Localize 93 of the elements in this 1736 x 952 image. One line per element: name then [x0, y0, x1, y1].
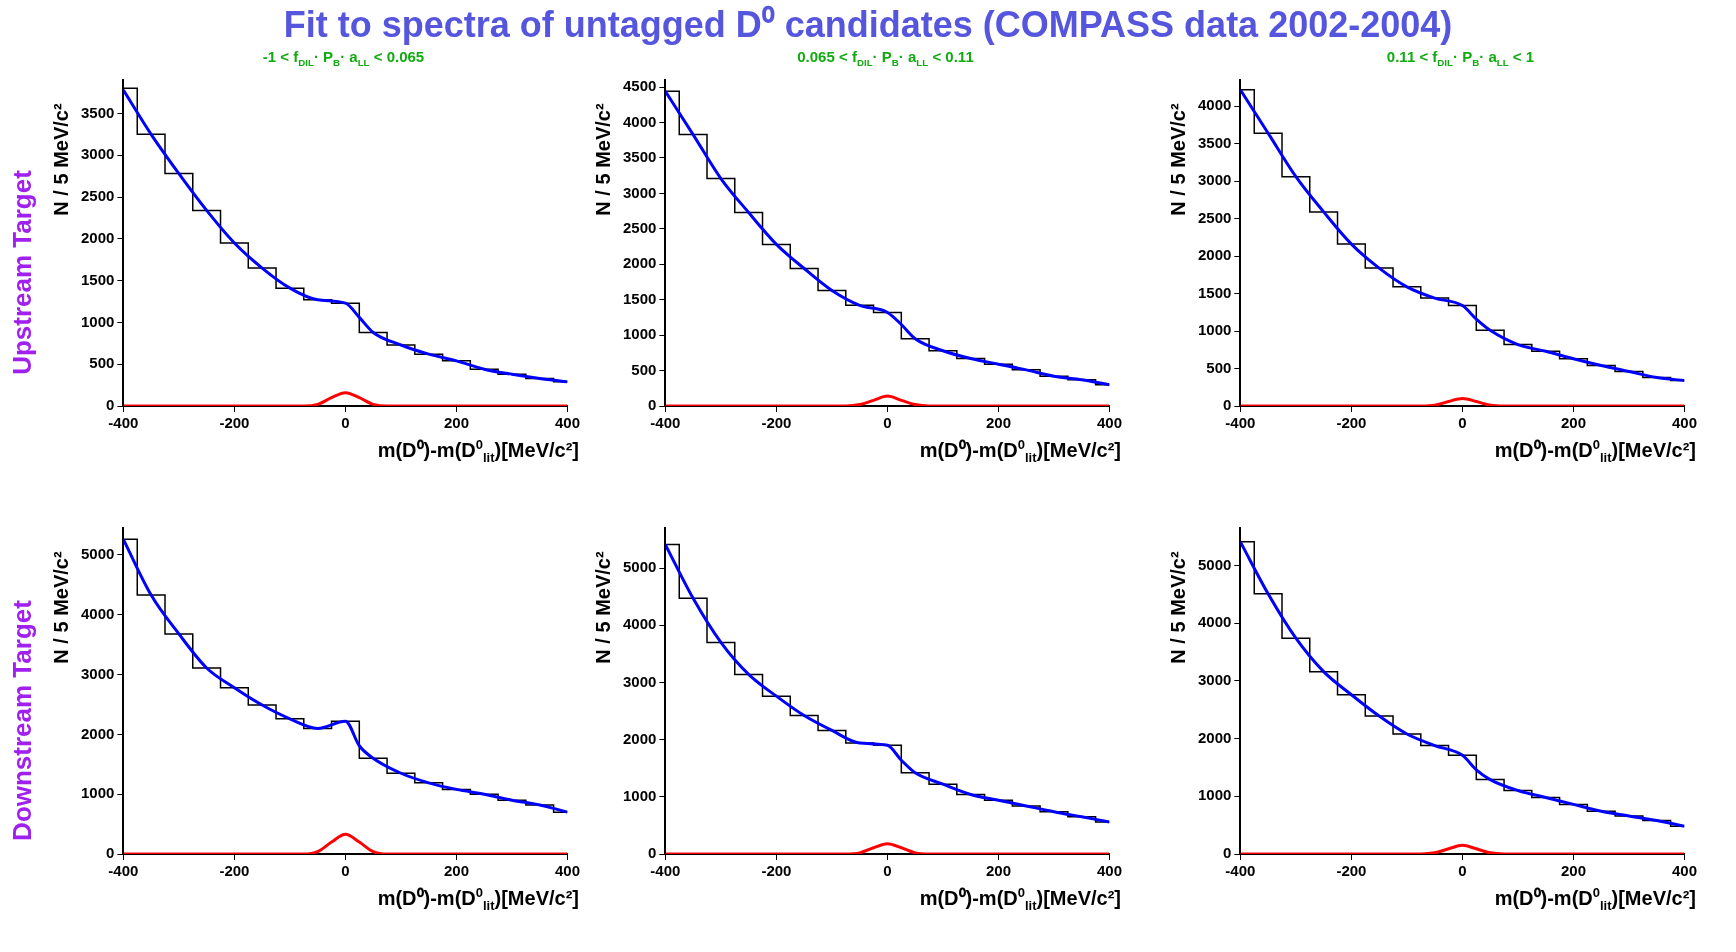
- x-axis-title: m(D⁰)-m(D$^{0}$$_{lit}$)[MeV/c²]: [918, 884, 1122, 914]
- y-tick-label: 3000: [80, 664, 115, 682]
- y-tick-label: 3000: [80, 145, 115, 163]
- chart-subtitle: 0.065 < f$_{DIL}$· P$_{B}$· a$_{LL}$ < 0.11: [796, 48, 975, 68]
- y-tick-label: 3500: [80, 103, 115, 121]
- y-tick-label: 500: [631, 360, 657, 378]
- x-tick-label: 0: [883, 414, 892, 432]
- y-tick-label: 1000: [622, 786, 657, 804]
- y-axis-title: N / 5 MeV/c²: [49, 103, 73, 216]
- y-tick-label: 2000: [80, 228, 115, 246]
- x-tick-label: 0: [341, 414, 350, 432]
- x-tick-label: 200: [443, 414, 469, 432]
- x-tick-label: 200: [985, 414, 1011, 432]
- chart-subtitle: 0.11 < f$_{DIL}$· P$_{B}$· a$_{LL}$ < 1: [1385, 48, 1536, 68]
- y-tick-label: 2500: [622, 218, 657, 236]
- y-tick-label: 4000: [1197, 613, 1232, 631]
- y-tick-label: 2500: [1197, 208, 1232, 226]
- y-tick-label: 1500: [622, 289, 657, 307]
- x-tick-label: 0: [341, 862, 350, 880]
- y-tick-label: 4000: [622, 615, 657, 633]
- x-tick-label: 200: [1560, 862, 1586, 880]
- x-tick-label: -400: [1225, 862, 1256, 880]
- y-tick-label: 5000: [1197, 555, 1232, 573]
- y-axis-title: N / 5 MeV/c²: [591, 103, 615, 216]
- x-tick-label: -200: [1336, 414, 1367, 432]
- y-tick-label: 4000: [1197, 96, 1232, 114]
- y-tick-label: 1000: [80, 784, 115, 802]
- text: Downstream Target: [6, 599, 38, 841]
- x-tick-label: -200: [219, 414, 250, 432]
- y-tick-label: 3000: [1197, 171, 1232, 189]
- y-tick-label: 2500: [80, 187, 115, 205]
- chart-subtitle: -1 < f$_{DIL}$· P$_{B}$· a$_{LL}$ < 0.065: [261, 48, 426, 68]
- x-tick-label: 400: [554, 414, 580, 432]
- y-tick-label: 3500: [1197, 133, 1232, 151]
- y-tick-label: 0: [1223, 844, 1232, 862]
- y-tick-label: 0: [106, 396, 115, 414]
- x-tick-label: -400: [108, 414, 139, 432]
- x-tick-label: 400: [554, 862, 580, 880]
- y-tick-label: 3000: [622, 672, 657, 690]
- y-axis-title: N / 5 MeV/c²: [591, 551, 615, 664]
- y-tick-label: 0: [1223, 396, 1232, 414]
- x-axis-title: m(D⁰)-m(D$^{0}$$_{lit}$)[MeV/c²]: [918, 436, 1122, 466]
- x-tick-label: 200: [985, 862, 1011, 880]
- y-tick-label: 5000: [622, 558, 657, 576]
- x-tick-label: -400: [650, 862, 681, 880]
- x-tick-label: 200: [1560, 414, 1586, 432]
- y-tick-label: 4000: [622, 112, 657, 130]
- y-tick-label: 1500: [1197, 283, 1232, 301]
- y-tick-label: 0: [648, 844, 657, 862]
- x-tick-label: -400: [108, 862, 139, 880]
- y-tick-label: 3500: [622, 148, 657, 166]
- text: Fit to spectra of untagged D⁰ candidates (COMPASS data 2002-2004): [282, 3, 1454, 47]
- x-tick-label: 400: [1671, 414, 1697, 432]
- y-tick-label: 1000: [1197, 321, 1232, 339]
- y-tick-label: 0: [106, 844, 115, 862]
- y-tick-label: 1000: [80, 312, 115, 330]
- x-tick-label: -400: [1225, 414, 1256, 432]
- x-tick-label: 0: [1458, 414, 1467, 432]
- y-tick-label: 1000: [622, 325, 657, 343]
- y-axis-title: N / 5 MeV/c²: [1166, 551, 1190, 664]
- y-axis-title: N / 5 MeV/c²: [1166, 103, 1190, 216]
- x-axis-title: m(D⁰)-m(D$^{0}$$_{lit}$)[MeV/c²]: [376, 436, 580, 466]
- y-tick-label: 1000: [1197, 786, 1232, 804]
- x-axis-title: m(D⁰)-m(D$^{0}$$_{lit}$)[MeV/c²]: [1493, 436, 1697, 466]
- y-tick-label: 2000: [80, 724, 115, 742]
- y-tick-label: 4500: [622, 77, 657, 95]
- x-tick-label: 0: [1458, 862, 1467, 880]
- x-tick-label: -200: [761, 862, 792, 880]
- y-tick-label: 2000: [1197, 728, 1232, 746]
- y-tick-label: 2000: [622, 729, 657, 747]
- x-tick-label: 200: [443, 862, 469, 880]
- x-tick-label: 400: [1096, 414, 1122, 432]
- y-tick-label: 3000: [622, 183, 657, 201]
- y-tick-label: 2000: [1197, 246, 1232, 264]
- x-axis-title: m(D⁰)-m(D$^{0}$$_{lit}$)[MeV/c²]: [376, 884, 580, 914]
- y-tick-label: 5000: [80, 545, 115, 563]
- y-tick-label: 500: [1206, 358, 1232, 376]
- y-tick-label: 1500: [80, 270, 115, 288]
- x-tick-label: 400: [1096, 862, 1122, 880]
- x-tick-label: -200: [1336, 862, 1367, 880]
- x-tick-label: -400: [650, 414, 681, 432]
- y-tick-label: 4000: [80, 604, 115, 622]
- x-tick-label: 400: [1671, 862, 1697, 880]
- y-tick-label: 0: [648, 396, 657, 414]
- x-tick-label: 0: [883, 862, 892, 880]
- y-axis-title: N / 5 MeV/c²: [49, 551, 73, 664]
- x-axis-title: m(D⁰)-m(D$^{0}$$_{lit}$)[MeV/c²]: [1493, 884, 1697, 914]
- text: Upstream Target: [6, 169, 38, 375]
- x-tick-label: -200: [219, 862, 250, 880]
- x-tick-label: -200: [761, 414, 792, 432]
- y-tick-label: 3000: [1197, 671, 1232, 689]
- y-tick-label: 500: [89, 354, 115, 372]
- y-tick-label: 2000: [622, 254, 657, 272]
